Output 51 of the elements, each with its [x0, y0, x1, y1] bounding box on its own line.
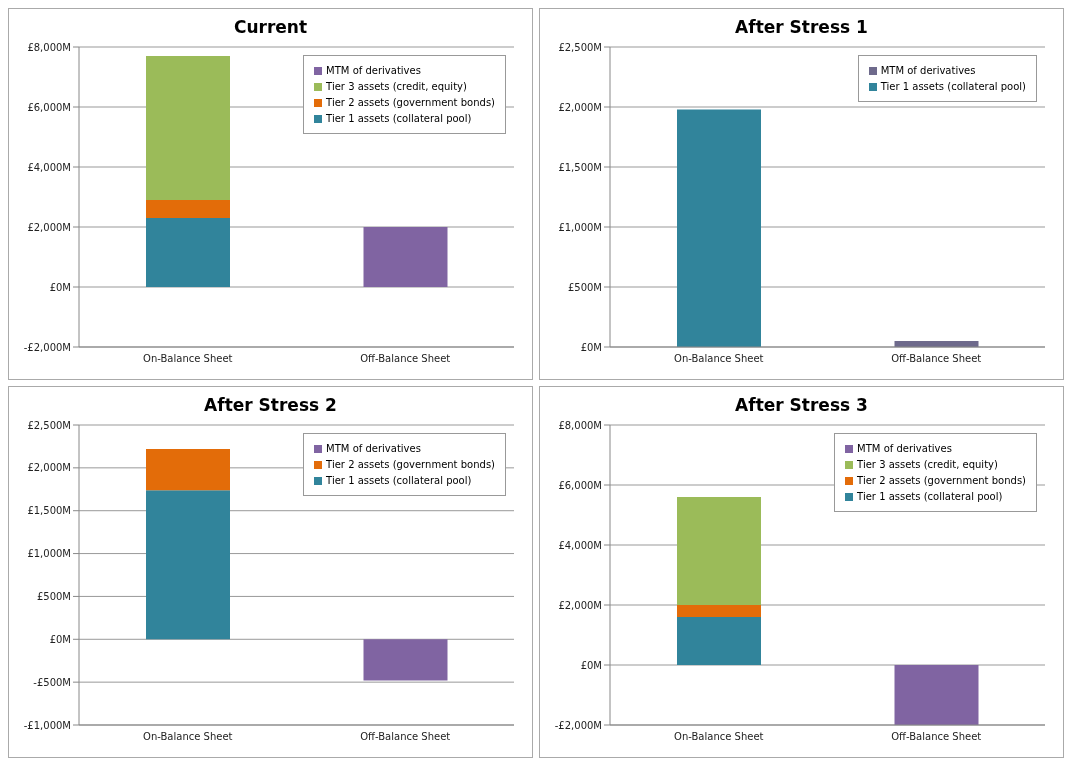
y-tick-label: £2,000M [558, 101, 602, 113]
y-tick-label: £0M [580, 341, 602, 353]
legend-label: MTM of derivatives [857, 443, 952, 454]
chart-title: Current [232, 17, 309, 39]
legend-label: Tier 1 assets (collateral pool) [326, 475, 472, 486]
y-tick-label: £2,000M [27, 221, 71, 233]
legend-label: MTM of derivatives [880, 65, 976, 76]
y-tick-label: £2,500M [27, 419, 71, 431]
y-tick-label: £4,000M [558, 539, 602, 551]
legend-label: Tier 1 assets (collateral pool) [857, 491, 1003, 502]
legend-label: Tier 2 assets (government bonds) [326, 459, 495, 470]
x-tick-label: Off-Balance Sheet [360, 353, 451, 365]
y-tick-label: £500M [36, 590, 71, 602]
y-tick-label: £1,000M [558, 221, 602, 233]
legend-label: MTM of derivatives [326, 65, 421, 76]
x-tick-label: On-Balance Sheet [674, 353, 764, 365]
x-tick-label: On-Balance Sheet [143, 731, 233, 743]
legend-label: Tier 3 assets (credit, equity) [857, 459, 998, 470]
y-tick-label: £8,000M [27, 41, 71, 53]
x-tick-label: Off-Balance Sheet [360, 731, 451, 743]
y-tick-label: £500M [567, 281, 602, 293]
y-tick-label: -£2,000M [23, 341, 71, 353]
y-tick-label: £0M [49, 633, 71, 645]
x-tick-label: On-Balance Sheet [674, 731, 764, 743]
y-tick-label: £0M [49, 281, 71, 293]
y-tick-label: -£500M [33, 676, 71, 688]
y-tick-label: £6,000M [27, 101, 71, 113]
legend-label: Tier 3 assets (credit, equity) [326, 81, 467, 92]
y-tick-label: £0M [580, 659, 602, 671]
y-tick-label: £1,500M [558, 161, 602, 173]
x-tick-label: On-Balance Sheet [143, 353, 233, 365]
y-tick-label: -£2,000M [554, 719, 602, 731]
x-tick-label: Off-Balance Sheet [891, 731, 982, 743]
y-tick-label: £2,000M [558, 599, 602, 611]
x-tick-label: Off-Balance Sheet [891, 353, 982, 365]
y-tick-label: £1,000M [27, 548, 71, 560]
legend-label: Tier 1 assets (collateral pool) [326, 113, 472, 124]
chart-title: After Stress 2 [203, 395, 338, 417]
y-tick-label: £2,500M [558, 41, 602, 53]
chart-title: After Stress 3 [734, 395, 869, 417]
chart-title: After Stress 1 [734, 17, 869, 39]
legend-label: Tier 1 assets (collateral pool) [880, 81, 1026, 92]
y-tick-label: £8,000M [558, 419, 602, 431]
legend-label: MTM of derivatives [326, 443, 421, 454]
legend-label: Tier 2 assets (government bonds) [857, 475, 1026, 486]
y-tick-label: £6,000M [558, 479, 602, 491]
y-tick-label: -£1,000M [23, 719, 71, 731]
y-tick-label: £2,000M [27, 462, 71, 474]
y-tick-label: £4,000M [27, 161, 71, 173]
legend-label: Tier 2 assets (government bonds) [326, 97, 495, 108]
y-tick-label: £1,500M [27, 505, 71, 517]
